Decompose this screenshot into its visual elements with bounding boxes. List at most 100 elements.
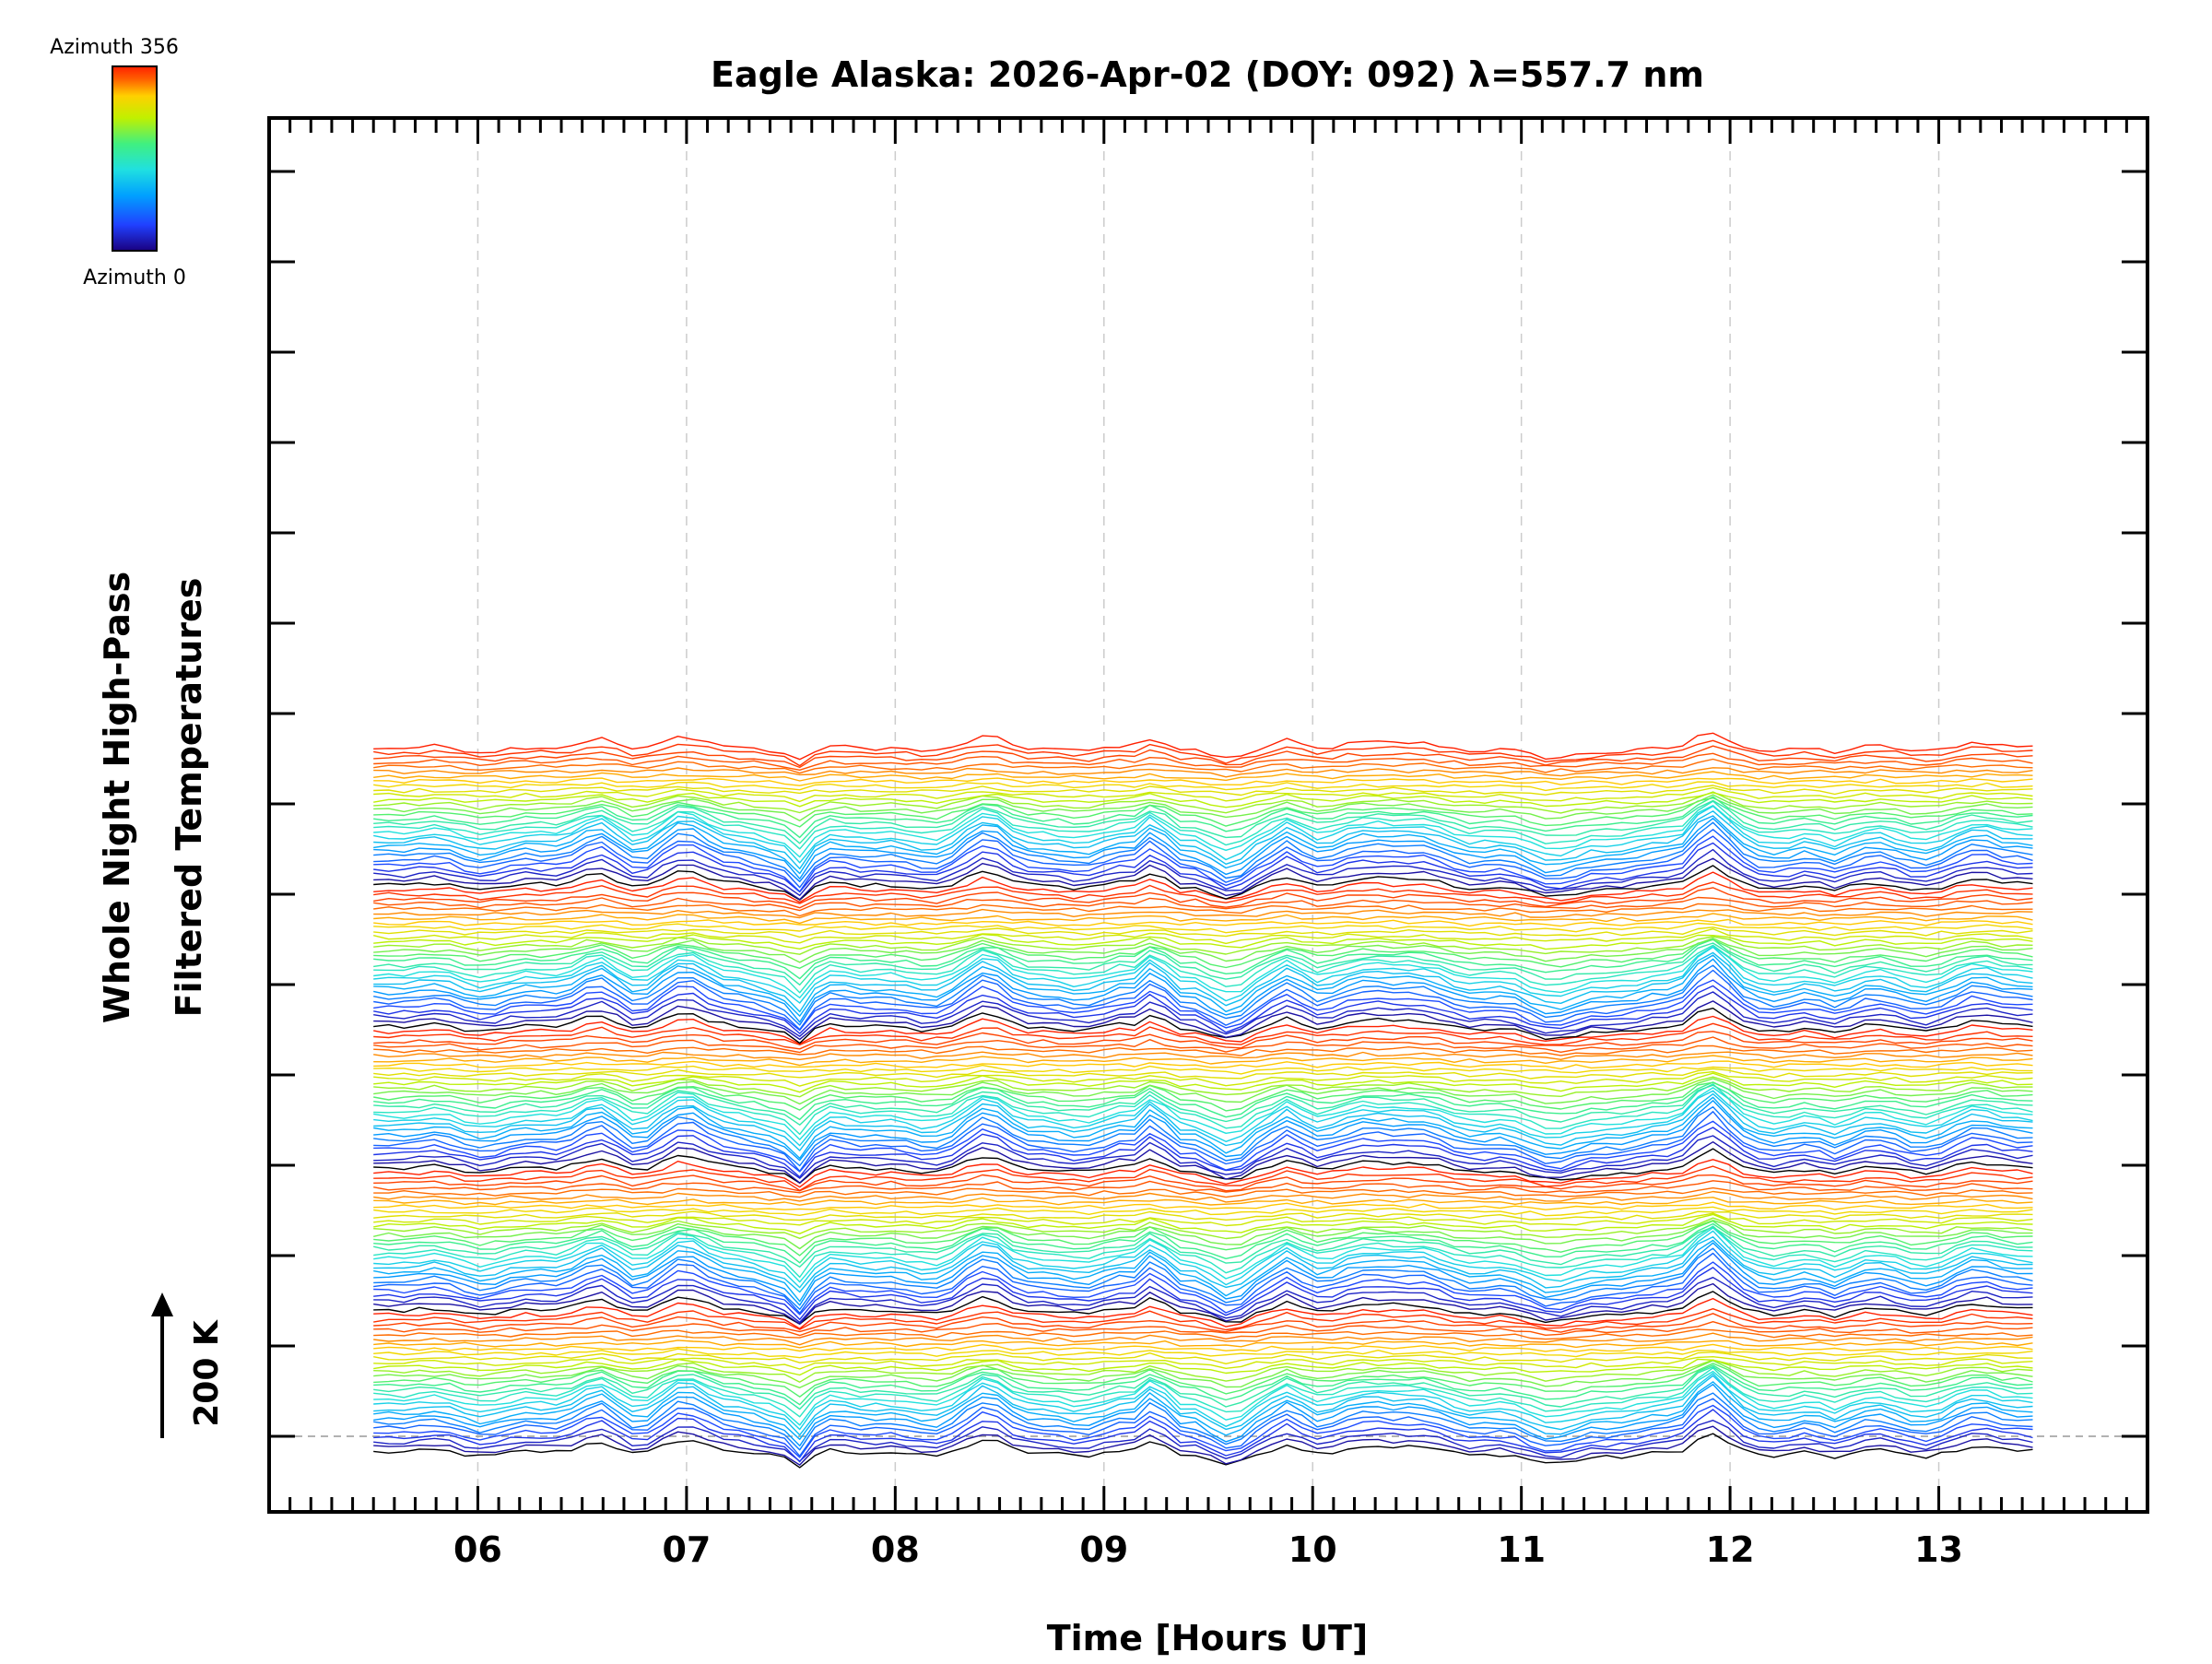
trace-line xyxy=(373,1226,2033,1268)
trace-line xyxy=(373,1313,2033,1333)
trace-line xyxy=(373,1356,2033,1370)
trace-line xyxy=(373,1409,2033,1463)
x-tick-label: 10 xyxy=(1288,1529,1337,1570)
x-tick-label: 06 xyxy=(453,1529,502,1570)
trace-line xyxy=(373,1092,2033,1151)
scale-bar-label: 200 K xyxy=(188,1319,226,1427)
trace-line xyxy=(373,1060,2033,1070)
trace-line xyxy=(373,777,2033,786)
trace-line xyxy=(373,796,2033,839)
trace-line xyxy=(373,1365,2033,1410)
trace-line xyxy=(373,739,2033,767)
trace-line xyxy=(373,1083,2033,1136)
trace-line xyxy=(373,946,2033,998)
trace-line xyxy=(373,1247,2033,1310)
trace-line xyxy=(373,1206,2033,1217)
trace-line xyxy=(373,745,2033,769)
trace-line xyxy=(373,927,2033,945)
trace-line xyxy=(373,1135,2033,1179)
trace-line xyxy=(373,1008,2033,1044)
trace-line xyxy=(373,1373,2033,1431)
trace-line xyxy=(373,848,2033,896)
trace-line xyxy=(373,1081,2033,1112)
trace-line xyxy=(373,1141,2033,1184)
trace-line xyxy=(373,800,2033,850)
x-tick-label: 13 xyxy=(1914,1529,1963,1570)
trace-line xyxy=(373,1100,2033,1162)
trace-line xyxy=(373,1236,2033,1293)
scale-bar-arrowhead xyxy=(151,1292,173,1316)
gridlines xyxy=(269,118,2147,1512)
trace-line xyxy=(373,805,2033,864)
trace-line xyxy=(373,829,2033,889)
trace-line xyxy=(373,1159,2033,1188)
trace-line xyxy=(373,1363,2033,1398)
trace-line xyxy=(373,1148,2033,1184)
trace-line xyxy=(373,1174,2033,1192)
x-tick-label: 07 xyxy=(662,1529,711,1570)
trace-line xyxy=(373,1044,2033,1056)
trace-line xyxy=(373,1364,2033,1406)
chart-title: Eagle Alaska: 2026-Apr-02 (DOY: 092) λ=5… xyxy=(711,54,1704,95)
trace-line xyxy=(373,1036,2033,1054)
trace-line xyxy=(373,1291,2033,1325)
trace-line xyxy=(373,946,2033,1004)
trace-line xyxy=(373,821,2033,882)
trace-line xyxy=(373,1127,2033,1178)
trace-line xyxy=(373,1090,2033,1147)
trace-line xyxy=(373,1190,2033,1203)
x-axis-label: Time [Hours UT] xyxy=(1047,1618,1369,1658)
trace-line xyxy=(373,1072,2033,1093)
trace-line xyxy=(373,1084,2033,1126)
trace-line xyxy=(373,1358,2033,1376)
trace-line xyxy=(373,1433,2033,1469)
trace-line xyxy=(373,1120,2033,1173)
trace-line xyxy=(373,1197,2033,1206)
trace-line xyxy=(373,781,2033,792)
trace-line xyxy=(373,1425,2033,1466)
trace-line xyxy=(373,1351,2033,1364)
trace-line xyxy=(373,964,2033,1026)
trace-line xyxy=(373,1332,2033,1346)
trace-line xyxy=(373,771,2033,782)
trace-line xyxy=(373,732,2033,761)
trace-line xyxy=(373,1261,2033,1316)
trace-line xyxy=(373,1348,2033,1359)
trace-line xyxy=(373,1081,2033,1121)
trace-line xyxy=(373,1420,2033,1462)
colorbar-top-label: Azimuth 356 xyxy=(50,36,179,59)
trace-line xyxy=(373,913,2033,925)
trace-line xyxy=(373,1015,2033,1044)
trace-line xyxy=(373,1282,2033,1325)
trace-line xyxy=(373,1398,2033,1457)
trace-line xyxy=(373,903,2033,917)
trace-line xyxy=(373,1359,2033,1383)
trace-line xyxy=(373,1210,2033,1221)
trace-line xyxy=(373,1367,2033,1418)
trace-line xyxy=(373,1096,2033,1160)
trace-line xyxy=(373,818,2033,879)
trace-line xyxy=(373,1022,2033,1046)
trace-line xyxy=(373,785,2033,797)
trace-line xyxy=(373,1222,2033,1264)
trace-series-group xyxy=(373,732,2033,1469)
x-tick-label: 11 xyxy=(1497,1529,1546,1570)
trace-line xyxy=(373,1186,2033,1198)
trace-line xyxy=(373,805,2033,858)
trace-line xyxy=(373,938,2033,963)
trace-line xyxy=(373,815,2033,875)
trace-line xyxy=(373,922,2033,934)
trace-line xyxy=(373,1070,2033,1087)
trace-line xyxy=(373,1087,2033,1140)
trace-line xyxy=(373,842,2033,893)
trace-line xyxy=(373,1111,2033,1173)
trace-line xyxy=(373,758,2033,774)
trace-line xyxy=(373,1321,2033,1337)
trace-line xyxy=(373,969,2033,1031)
trace-line xyxy=(373,1220,2033,1257)
trace-line xyxy=(373,1051,2033,1060)
trace-line xyxy=(373,865,2033,901)
trace-line xyxy=(373,794,2033,821)
trace-line xyxy=(373,1360,2033,1388)
trace-line xyxy=(373,1252,2033,1315)
